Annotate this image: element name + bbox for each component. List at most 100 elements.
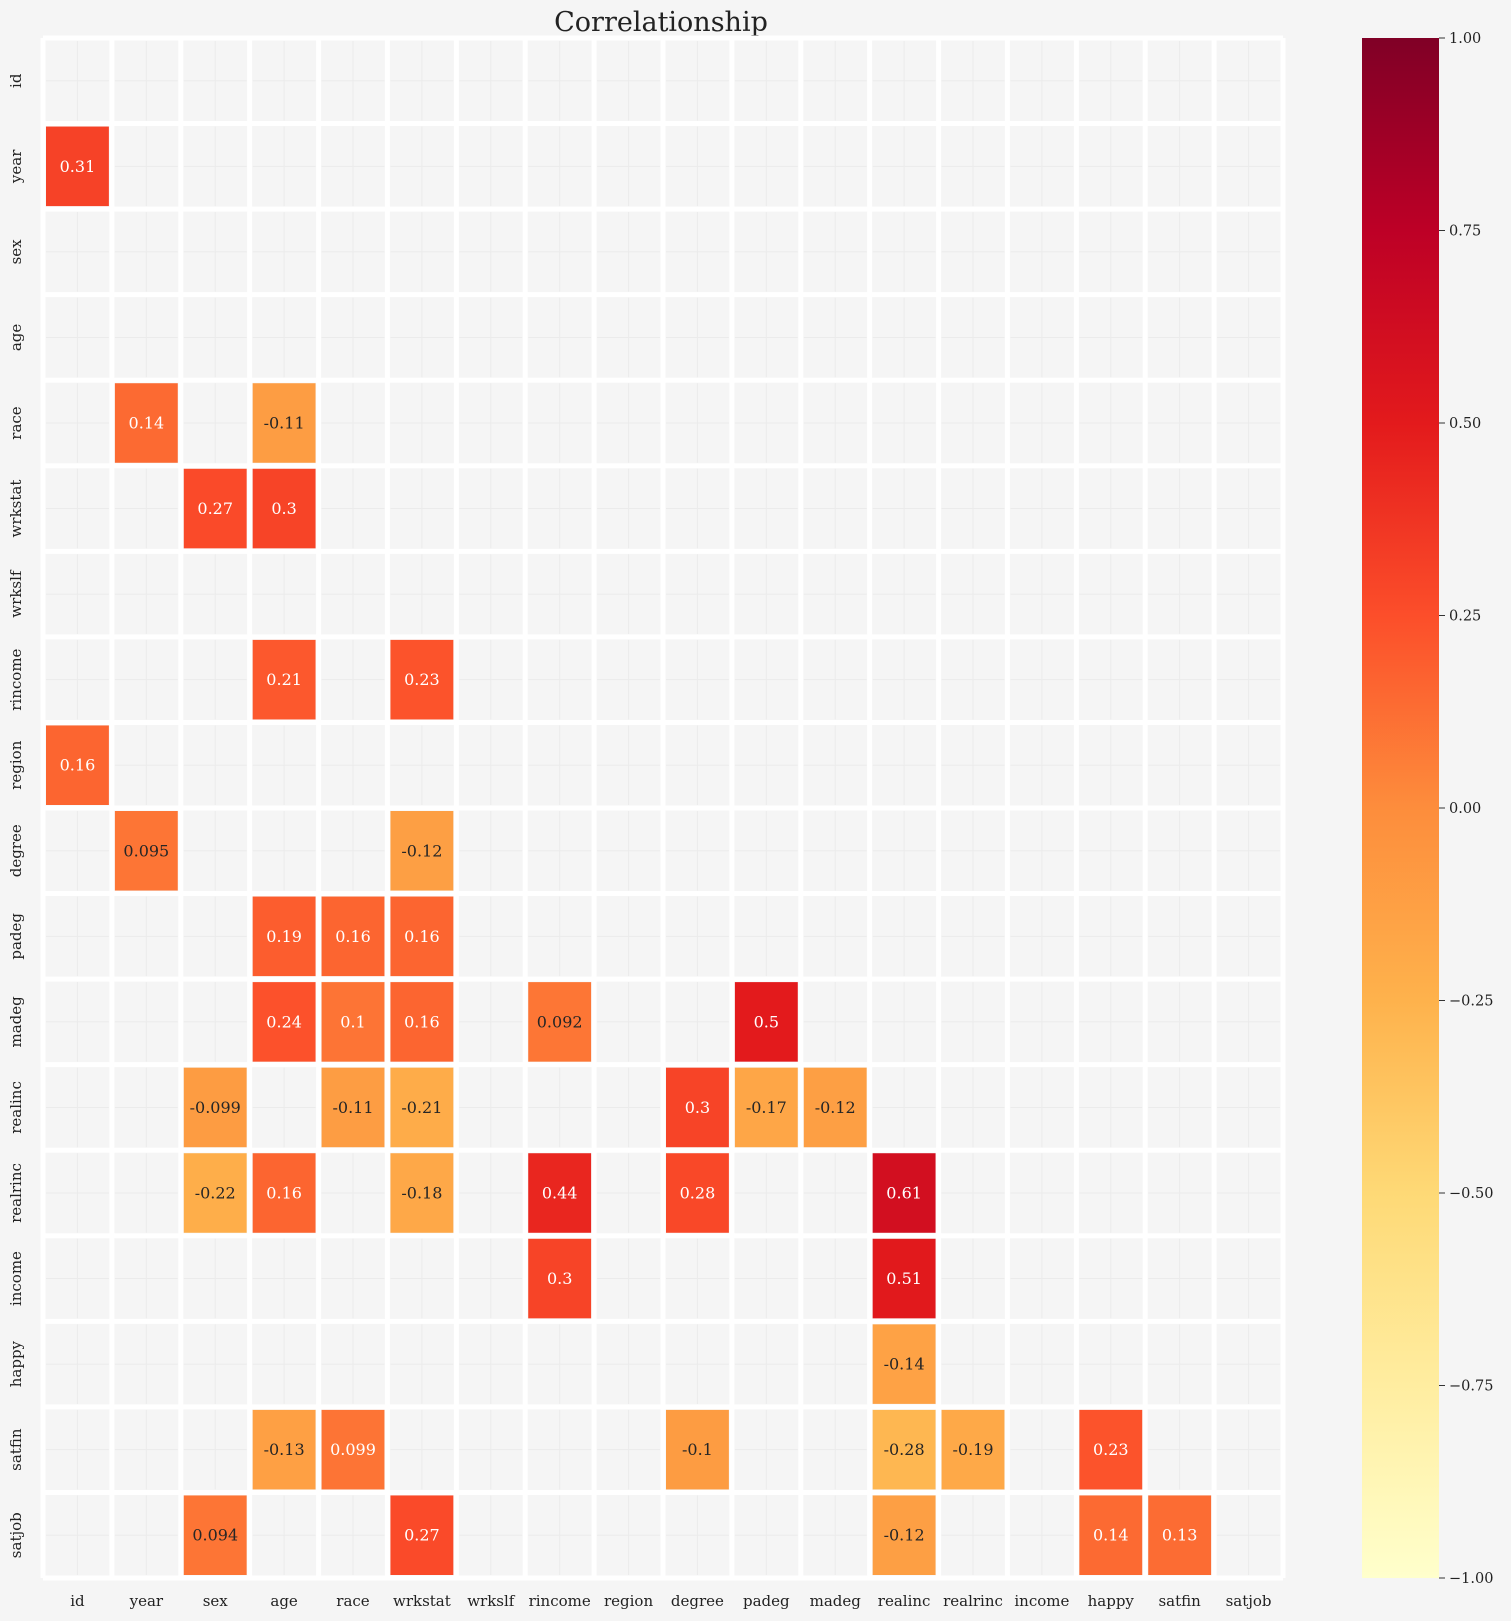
colorbar-tick-label: 1.00 bbox=[1449, 31, 1481, 47]
cell-value-label: -0.28 bbox=[884, 1440, 925, 1459]
colorbar-tick-label: −0.25 bbox=[1449, 994, 1493, 1010]
cell-value-label: -0.22 bbox=[195, 1184, 236, 1203]
y-tick-label: satjob bbox=[7, 1512, 25, 1558]
heatmap-cell bbox=[252, 982, 316, 1062]
heatmap-cell bbox=[390, 1067, 454, 1148]
cell-value-label: 0.24 bbox=[266, 1012, 302, 1031]
cell-value-label: 0.13 bbox=[1162, 1526, 1198, 1545]
cell-value-label: -0.12 bbox=[884, 1526, 925, 1545]
cell-value-label: 0.19 bbox=[266, 927, 302, 946]
heatmap-cell bbox=[390, 896, 454, 977]
y-tick-label: year bbox=[7, 149, 25, 184]
heatmap-cell bbox=[734, 982, 798, 1062]
colorbar-tick-label: −0.75 bbox=[1449, 1379, 1493, 1395]
y-tick-label: race bbox=[7, 406, 25, 440]
cell-value-label: 0.094 bbox=[192, 1526, 238, 1545]
x-tick-label: year bbox=[129, 1592, 164, 1610]
colorbar: 1.00 0.75 0.50 0.25 0.00 −0.25 −0.50 −0.75 −1.00 bbox=[1362, 31, 1493, 1587]
cell-value-label: 0.23 bbox=[1093, 1440, 1129, 1459]
heatmap-cell bbox=[321, 1067, 385, 1148]
x-tick-label: madeg bbox=[810, 1592, 862, 1610]
colorbar-tick-label: −0.50 bbox=[1449, 1186, 1493, 1202]
x-tick-label: sex bbox=[203, 1592, 229, 1610]
heatmap-cell bbox=[872, 1409, 936, 1490]
x-tick-label: id bbox=[70, 1592, 85, 1610]
heatmap-cell bbox=[666, 1409, 729, 1490]
x-tick-label: age bbox=[270, 1592, 298, 1610]
heatmap-cell bbox=[114, 811, 178, 891]
heatmap-cell bbox=[872, 1153, 936, 1233]
y-tick-label: happy bbox=[7, 1340, 25, 1387]
heatmap-cell bbox=[183, 468, 247, 549]
colorbar-tick-label: 0.50 bbox=[1449, 416, 1481, 432]
heatmap-cell bbox=[1079, 1409, 1143, 1490]
y-tick-label: satfin bbox=[7, 1428, 25, 1471]
cell-value-label: -0.14 bbox=[884, 1355, 925, 1374]
cell-value-label: -0.1 bbox=[682, 1440, 713, 1459]
cell-value-label: 0.1 bbox=[340, 1012, 365, 1031]
cell-value-label: 0.14 bbox=[129, 414, 165, 433]
y-tick-label: age bbox=[7, 324, 25, 352]
cell-value-label: 0.095 bbox=[123, 841, 169, 860]
cell-value-label: 0.3 bbox=[271, 499, 296, 518]
heatmap-cell bbox=[252, 1409, 316, 1490]
y-tick-label: id bbox=[7, 73, 25, 88]
cell-value-label: 0.21 bbox=[266, 670, 302, 689]
cell-value-label: 0.14 bbox=[1093, 1526, 1129, 1545]
cell-value-label: 0.61 bbox=[886, 1184, 922, 1203]
heatmap-cell bbox=[252, 639, 316, 720]
y-tick-label: income bbox=[7, 1251, 25, 1306]
cell-value-label: -0.21 bbox=[401, 1098, 442, 1117]
cell-value-label: 0.16 bbox=[404, 927, 440, 946]
heatmap-cell bbox=[666, 1067, 729, 1148]
x-tick-label: wrkstat bbox=[393, 1592, 451, 1610]
heatmap-cell bbox=[183, 1495, 247, 1575]
cell-value-label: -0.18 bbox=[401, 1184, 442, 1203]
cell-value-label: -0.11 bbox=[264, 414, 305, 433]
cell-value-label: 0.16 bbox=[266, 1184, 302, 1203]
cell-value-label: -0.099 bbox=[190, 1098, 241, 1117]
cell-value-label: 0.28 bbox=[680, 1184, 716, 1203]
x-tick-label: region bbox=[604, 1592, 653, 1610]
heatmap-cell bbox=[390, 811, 454, 891]
x-tick-label: satfin bbox=[1158, 1592, 1201, 1610]
heatmap-cell bbox=[183, 1153, 247, 1233]
heatmap-cell bbox=[666, 1153, 729, 1233]
y-tick-label: wrkstat bbox=[7, 480, 25, 538]
cell-value-label: 0.23 bbox=[404, 670, 440, 689]
x-tick-label: wrkslf bbox=[467, 1592, 516, 1610]
heatmap-cell bbox=[252, 896, 316, 977]
heatmap-cell bbox=[528, 982, 592, 1062]
x-tick-label: padeg bbox=[743, 1592, 790, 1610]
cell-value-label: -0.12 bbox=[815, 1098, 856, 1117]
cell-value-label: 0.099 bbox=[330, 1440, 376, 1459]
chart-title: Correlationship bbox=[554, 7, 768, 38]
heatmap-cell bbox=[1148, 1495, 1212, 1575]
colorbar-ticks: 1.00 0.75 0.50 0.25 0.00 −0.25 −0.50 −0.75 −1.00 bbox=[1439, 31, 1493, 1587]
cell-value-label: -0.11 bbox=[332, 1098, 373, 1117]
cell-value-label: -0.13 bbox=[264, 1440, 305, 1459]
x-tick-label: rincome bbox=[529, 1592, 591, 1610]
cell-value-label: 0.092 bbox=[537, 1012, 583, 1031]
heatmap-cell bbox=[872, 1495, 936, 1575]
heatmap-cell bbox=[941, 1409, 1005, 1490]
cell-value-label: 0.3 bbox=[547, 1269, 572, 1288]
x-tick-label: satjob bbox=[1226, 1592, 1272, 1610]
heatmap-cell bbox=[528, 1153, 592, 1233]
y-tick-label: padeg bbox=[7, 913, 25, 960]
heatmap-cell bbox=[321, 1409, 385, 1490]
cell-value-label: 0.16 bbox=[335, 927, 371, 946]
heatmap-cell bbox=[872, 1324, 936, 1404]
heatmap-cell bbox=[321, 896, 385, 977]
cell-value-label: 0.31 bbox=[60, 157, 96, 176]
x-tick-label: realrinc bbox=[943, 1592, 1003, 1610]
heatmap-cell bbox=[1079, 1495, 1143, 1575]
heatmap-cell bbox=[321, 982, 385, 1062]
x-tick-label: happy bbox=[1088, 1592, 1135, 1610]
heatmap-cell bbox=[390, 982, 454, 1062]
heatmap-cell bbox=[183, 1067, 247, 1148]
x-tick-labels: id year sex age race wrkstat wrkslf rincome regi… bbox=[70, 1592, 1271, 1610]
y-tick-label: madeg bbox=[7, 996, 25, 1048]
cell-value-label: -0.12 bbox=[401, 841, 442, 860]
x-tick-label: race bbox=[336, 1592, 370, 1610]
